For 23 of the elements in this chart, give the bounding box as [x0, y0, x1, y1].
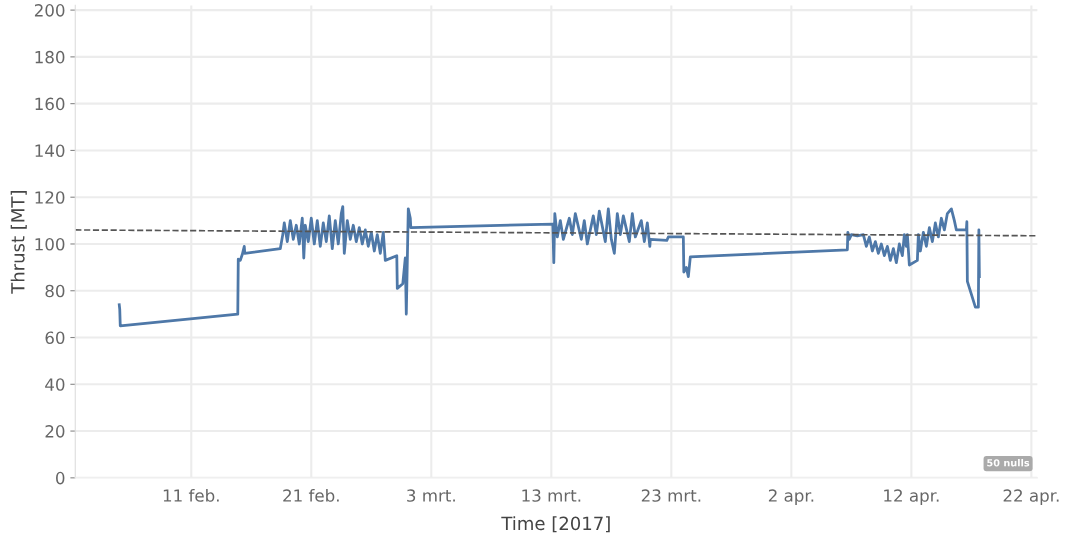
x-tick-label: 3 mrt. [407, 489, 455, 502]
y-tick-label: 160 [35, 97, 65, 111]
x-tick-label: 23 mrt. [641, 489, 701, 502]
x-tick-label: 13 mrt. [522, 489, 581, 502]
y-tick-label: 20 [45, 425, 65, 438]
y-tick-label: 40 [45, 378, 65, 391]
y-tick-label: 200 [34, 4, 65, 17]
x-axis-title: Time [2017] [501, 516, 610, 533]
y-axis-title: Thrust [MT] [10, 191, 27, 294]
y-tick-label: 140 [35, 144, 65, 157]
x-tick-label: 2 apr. [768, 489, 814, 506]
x-tick-label: 11 feb. [163, 488, 219, 502]
x-tick-label: 22 apr. [1003, 489, 1059, 506]
y-tick-label: 180 [35, 50, 65, 64]
x-tick-label: 21 feb. [283, 488, 339, 502]
y-tick-label: 120 [35, 191, 65, 204]
annotation: 50 nulls [987, 458, 1030, 467]
x-tick-label: 12 apr. [884, 489, 939, 506]
y-tick-label: 80 [45, 284, 65, 298]
y-tick-label: 0 [56, 471, 65, 485]
line-series [117, 205, 981, 328]
y-tick-label: 100 [35, 237, 65, 251]
y-tick-label: 60 [45, 331, 65, 345]
